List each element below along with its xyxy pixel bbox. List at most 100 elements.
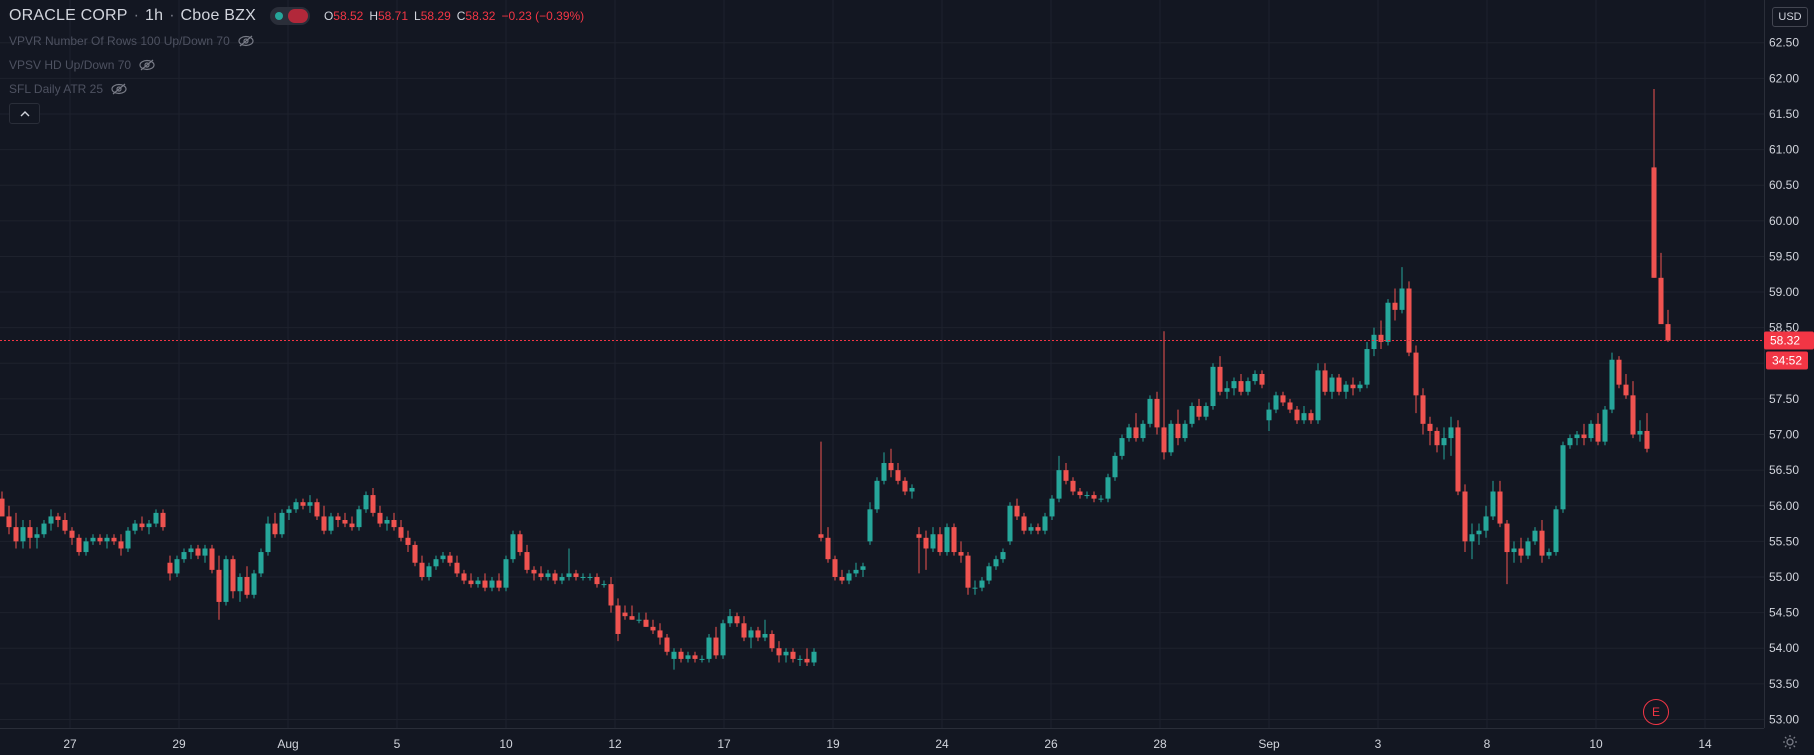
candle-down: [1161, 427, 1167, 453]
candle-up: [1301, 413, 1307, 421]
market-status-toggle[interactable]: [269, 7, 310, 25]
gear-icon[interactable]: [1782, 734, 1798, 750]
eye-hidden-icon[interactable]: [111, 83, 127, 95]
candle-up: [440, 555, 446, 560]
candle-down: [818, 534, 824, 538]
candle-down: [118, 541, 124, 549]
candle-down: [1350, 384, 1356, 389]
indicator-sfl-atr[interactable]: SFL Daily ATR 25: [9, 82, 127, 96]
candle-up: [545, 573, 551, 577]
date-tick-label: 28: [1153, 737, 1167, 751]
candle-up: [1476, 530, 1482, 535]
candle-up: [1231, 381, 1237, 389]
symbol-name[interactable]: ORACLE CORP: [9, 7, 128, 24]
candle-up: [1329, 377, 1335, 392]
candle-up: [846, 573, 852, 581]
candle-up: [566, 573, 572, 577]
eye-hidden-icon[interactable]: [238, 35, 254, 47]
candle-down: [1406, 288, 1412, 353]
candle-down: [55, 516, 61, 520]
candle-down: [391, 520, 397, 528]
candle-up: [510, 534, 516, 560]
open-label: O: [323, 9, 334, 23]
candle-down: [62, 520, 68, 531]
candle-up: [1084, 495, 1090, 497]
candle-down: [1665, 324, 1671, 341]
indicator-vpvr[interactable]: VPVR Number Of Rows 100 Up/Down 70: [9, 34, 254, 48]
separator-dot: ·: [133, 7, 139, 24]
eye-hidden-icon[interactable]: [139, 59, 155, 71]
candle-down: [1196, 406, 1202, 417]
candle-down: [1539, 530, 1545, 556]
candle-down: [13, 527, 19, 542]
chevron-up-icon: [20, 110, 29, 116]
candle-up: [1182, 423, 1188, 439]
candle-down: [454, 562, 460, 574]
candle-up: [1147, 398, 1153, 424]
earnings-marker[interactable]: E: [1643, 699, 1669, 725]
candle-up: [1553, 509, 1559, 553]
date-tick-label: 14: [1698, 737, 1712, 751]
candle-down: [1133, 427, 1139, 439]
price-tick-label: 60.50: [1769, 178, 1799, 192]
price-tick-label: 54.00: [1769, 641, 1799, 655]
candle-down: [517, 534, 523, 553]
candle-up: [104, 537, 110, 542]
candle-up: [1119, 438, 1125, 456]
candle-up: [20, 527, 26, 542]
date-tick-label: 26: [1044, 737, 1058, 751]
candle-down: [657, 630, 663, 638]
candle-down: [1154, 398, 1160, 428]
candle-down: [76, 537, 82, 553]
candle-up: [685, 655, 691, 659]
candle-up: [1567, 438, 1573, 446]
candle-up: [874, 480, 880, 510]
candle-up: [489, 580, 495, 588]
indicator-vpsv[interactable]: VPSV HD Up/Down 70: [9, 58, 155, 72]
interval-label[interactable]: 1h: [145, 7, 164, 24]
candle-up: [1448, 427, 1454, 439]
candle-up: [265, 523, 271, 553]
candle-up: [1189, 406, 1195, 424]
low-value: 58.29: [420, 9, 451, 23]
candle-up: [1042, 516, 1048, 531]
date-tick-label: 8: [1484, 737, 1491, 751]
candle-up: [356, 509, 362, 528]
candle-up: [720, 623, 726, 656]
candle-down: [342, 520, 348, 524]
candle-down: [916, 534, 922, 538]
candle-up: [1252, 373, 1258, 382]
candle-up: [797, 658, 803, 660]
price-tick-label: 56.50: [1769, 463, 1799, 477]
candle-down: [1644, 430, 1650, 449]
candle-up: [587, 576, 593, 578]
candle-up: [41, 523, 47, 535]
candle-up: [34, 534, 40, 538]
candle-up: [1357, 384, 1363, 389]
currency-button[interactable]: USD: [1772, 7, 1808, 27]
candle-up: [860, 566, 866, 570]
time-axis-border: [0, 728, 1764, 729]
candle-up: [636, 619, 642, 621]
candle-up: [279, 512, 285, 535]
candle-up: [748, 630, 754, 638]
candle-up: [125, 530, 131, 549]
candle-down: [1077, 491, 1083, 496]
candle-down: [524, 552, 530, 570]
price-axis[interactable]: 53.00 53.50 54.00 54.50 55.00 55.50 56.00 56.50…: [1769, 36, 1799, 727]
price-tick-label: 53.00: [1769, 712, 1799, 726]
candle-down: [160, 512, 166, 528]
collapse-indicators-button[interactable]: [9, 103, 40, 124]
candle-up: [1532, 530, 1538, 542]
time-axis[interactable]: 27 29 Aug 5 10 12 17 19 24 26 28 Sep 3 8 10 14: [63, 737, 1712, 751]
candle-down: [1035, 527, 1041, 531]
candle-up: [503, 559, 509, 588]
candle-down: [1427, 423, 1433, 431]
candle-up: [1525, 541, 1531, 556]
candle-up: [1273, 395, 1279, 410]
last-price-label: 58.32: [1764, 331, 1814, 350]
candle-down: [1504, 523, 1510, 553]
candle-up: [783, 651, 789, 656]
candle-up: [1546, 552, 1552, 556]
